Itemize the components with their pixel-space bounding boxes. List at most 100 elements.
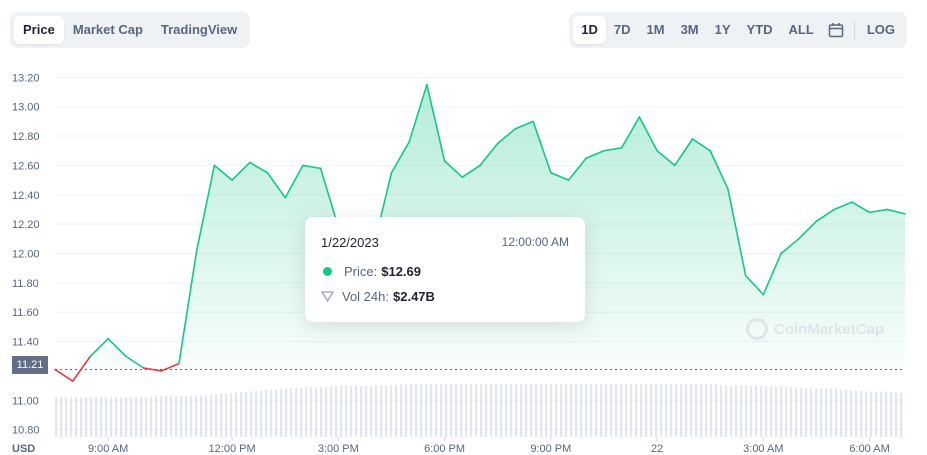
volume-bar (730, 385, 733, 437)
volume-bar (525, 384, 528, 437)
volume-bar (680, 384, 683, 437)
volume-bar (190, 395, 193, 437)
volume-bar (775, 386, 778, 437)
volume-bar (315, 387, 318, 437)
volume-bar (80, 397, 83, 437)
volume-bar (695, 384, 698, 437)
volume-bar (265, 390, 268, 437)
volume-bar (825, 388, 828, 437)
volume-bar (240, 392, 243, 437)
volume-bar (670, 384, 673, 437)
price-line-segment (195, 164, 216, 252)
price-line-segment (71, 355, 92, 383)
x-tick-label: 22 (651, 443, 663, 455)
volume-bar (75, 397, 78, 437)
log-scale-toggle[interactable]: LOG (866, 22, 895, 37)
price-line-segment (213, 164, 233, 181)
volume-bar (405, 384, 408, 437)
price-line-segment (284, 164, 304, 199)
volume-bar (340, 385, 343, 437)
x-tick-label: 12:00 PM (209, 443, 256, 455)
range-ytd[interactable]: YTD (746, 22, 773, 37)
volume-bar (845, 389, 848, 437)
volume-bar (880, 391, 883, 437)
range-1y[interactable]: 1Y (714, 22, 731, 37)
volume-bar (245, 391, 248, 437)
chart-tooltip: 1/22/2023 12:00:00 AM Price: $12.69 Vol … (305, 217, 585, 322)
price-line-segment (426, 83, 446, 162)
tooltip-volume-label: Vol 24h: (342, 289, 389, 304)
volume-bar (200, 395, 203, 437)
price-line-segment (833, 201, 853, 211)
price-line-segment (107, 337, 127, 358)
volume-bar (810, 388, 813, 437)
volume-bar (780, 387, 783, 437)
volume-bar (460, 384, 463, 437)
tab-market-cap[interactable]: Market Cap (72, 22, 143, 37)
volume-bar (595, 384, 598, 437)
volume-bar (290, 388, 293, 437)
x-tick-label: 9:00 PM (530, 443, 571, 455)
volume-bar (125, 397, 128, 437)
volume-bar (210, 394, 213, 437)
coinmarketcap-logo-icon (746, 318, 768, 340)
x-tick-label: 6:00 PM (424, 443, 465, 455)
volume-bar (370, 385, 373, 437)
volume-bars (55, 384, 903, 437)
price-dot-icon (323, 267, 332, 276)
volume-bar (785, 387, 788, 437)
tab-price[interactable]: Price (14, 16, 64, 44)
volume-bar (700, 384, 703, 437)
volume-bar (500, 384, 503, 437)
volume-bar (205, 395, 208, 437)
volume-bar (235, 392, 238, 437)
volume-bar (485, 384, 488, 437)
volume-bar (685, 384, 688, 437)
volume-bar (645, 384, 648, 437)
price-line-segment (461, 164, 481, 178)
range-3m[interactable]: 3M (680, 22, 699, 37)
volume-bar (300, 387, 303, 437)
volume-bar (135, 397, 138, 437)
volume-bar (100, 397, 103, 437)
volume-bar (335, 385, 338, 437)
range-1m[interactable]: 1M (646, 22, 665, 37)
volume-bar (675, 384, 678, 437)
volume-bar (655, 384, 658, 437)
volume-bar (565, 384, 568, 437)
volume-bar (435, 384, 438, 437)
volume-bar (145, 397, 148, 437)
volume-bar (560, 384, 563, 437)
volume-bar (380, 385, 383, 437)
x-axis: 9:00 AM 12:00 PM 3:00 PM 6:00 PM 9:00 PM 22 3:… (88, 437, 890, 455)
volume-bar (820, 388, 823, 437)
tooltip-date: 1/22/2023 (321, 235, 379, 250)
calendar-icon[interactable] (822, 16, 850, 44)
volume-bar (815, 388, 818, 437)
volume-bar (60, 397, 63, 437)
tooltip-volume-value: $2.47B (393, 289, 435, 304)
volume-bar (350, 385, 353, 437)
volume-bar (505, 384, 508, 437)
price-line-segment (266, 171, 287, 199)
range-7d[interactable]: 7D (613, 22, 631, 37)
volume-bar (865, 391, 868, 437)
volume-bar (890, 392, 893, 437)
y-tick-label: 12.40 (12, 190, 40, 202)
volume-bar (115, 397, 118, 437)
price-line-segment (54, 368, 74, 383)
volume-bar (390, 385, 393, 437)
volume-bar (540, 384, 543, 437)
range-all[interactable]: ALL (788, 22, 814, 37)
volume-bar (70, 397, 73, 437)
range-1d[interactable]: 1D (573, 16, 606, 44)
volume-bar (170, 395, 173, 437)
volume-bar (490, 384, 493, 437)
y-tick-label: 12.20 (12, 219, 40, 231)
volume-bar (570, 384, 573, 437)
tab-tradingview[interactable]: TradingView (160, 22, 238, 37)
volume-bar (55, 397, 58, 437)
time-range-tabs: 1D 7D 1M 3M 1Y YTD ALL LOG (569, 12, 907, 48)
volume-bar (305, 387, 308, 437)
volume-bar (160, 395, 163, 437)
